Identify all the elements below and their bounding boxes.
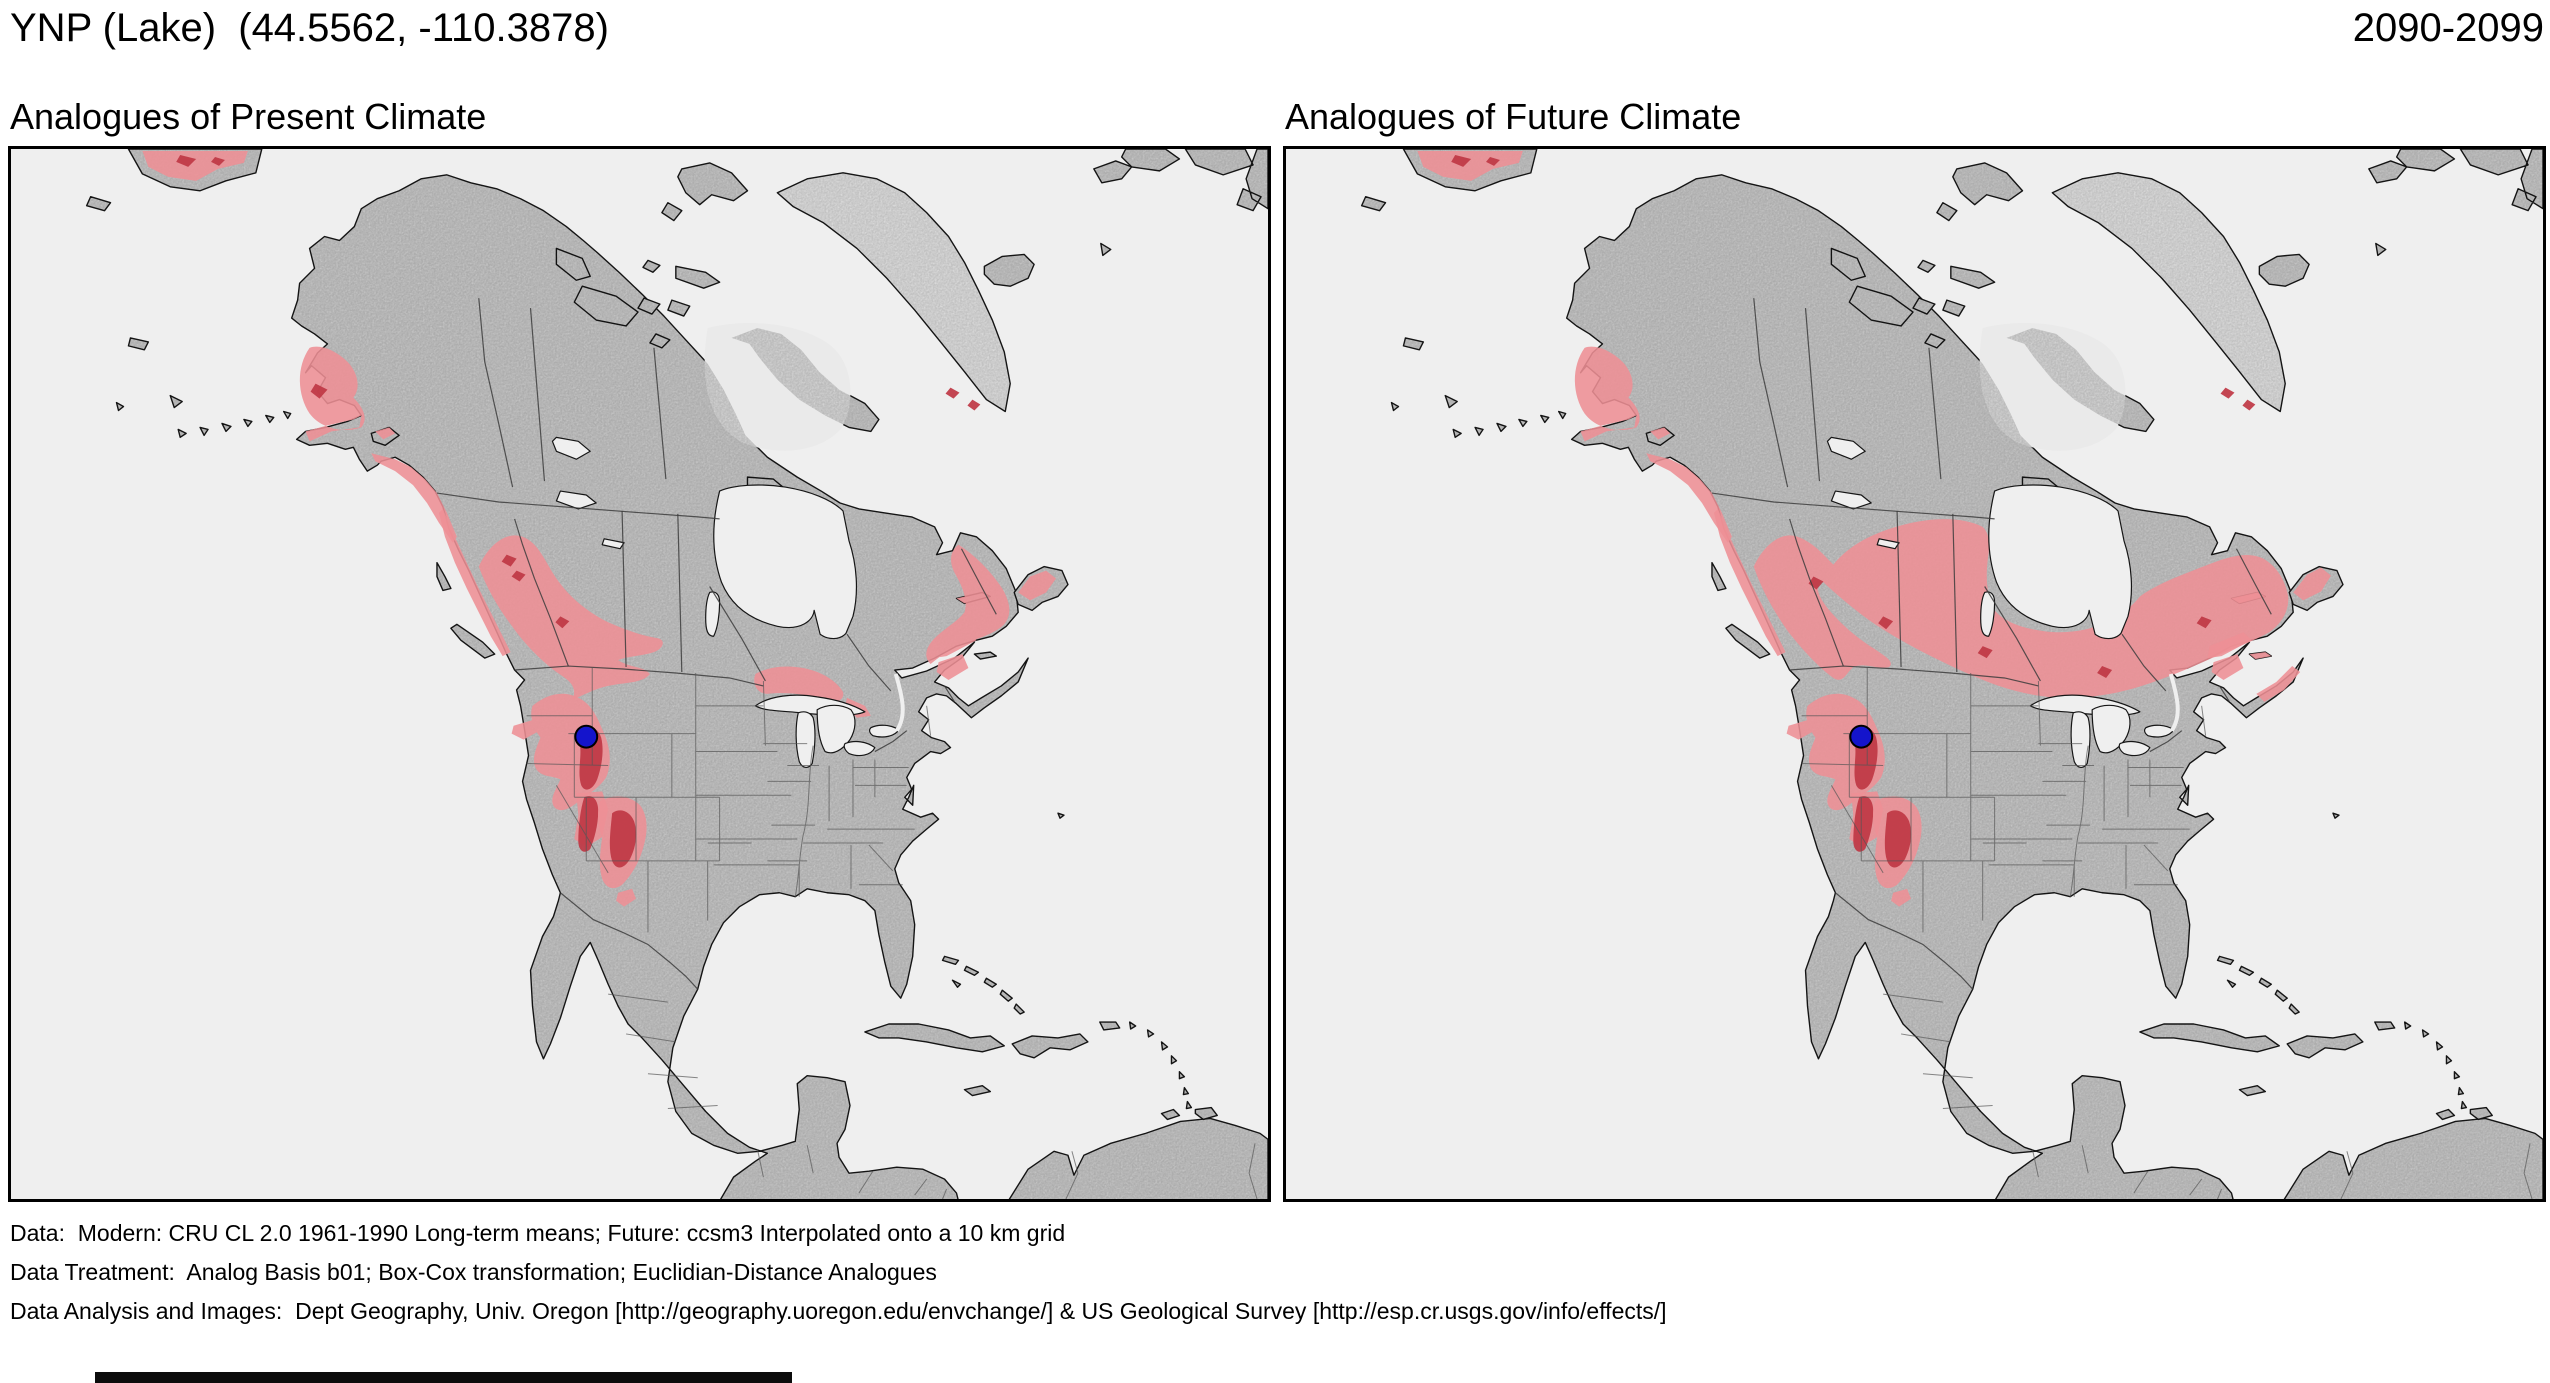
caption-credits: Data Analysis and Images: Dept Geography… [10,1298,1667,1324]
page-title: YNP (Lake) (44.5562, -110.3878) [10,6,609,50]
map-future-climate [1286,149,2543,1199]
caption-data-sources: Data: Modern: CRU CL 2.0 1961-1990 Long-… [10,1220,1066,1246]
clipped-next-figure-edge [95,1372,792,1383]
panel-title-future: Analogues of Future Climate [1285,96,1742,137]
panel-title-present: Analogues of Present Climate [10,96,487,137]
map-panel-future-climate [1283,146,2546,1202]
site-marker-ynp-lake [1849,724,1874,749]
basemap [1286,149,2543,1199]
caption-data-treatment: Data Treatment: Analog Basis b01; Box-Co… [10,1259,937,1285]
caption-block: Data: Modern: CRU CL 2.0 1961-1990 Long-… [10,1214,1667,1331]
time-period-label: 2090-2099 [2352,6,2544,50]
map-panel-present-climate [8,146,1271,1202]
map-present-climate [11,149,1268,1199]
site-marker-ynp-lake [574,724,599,749]
